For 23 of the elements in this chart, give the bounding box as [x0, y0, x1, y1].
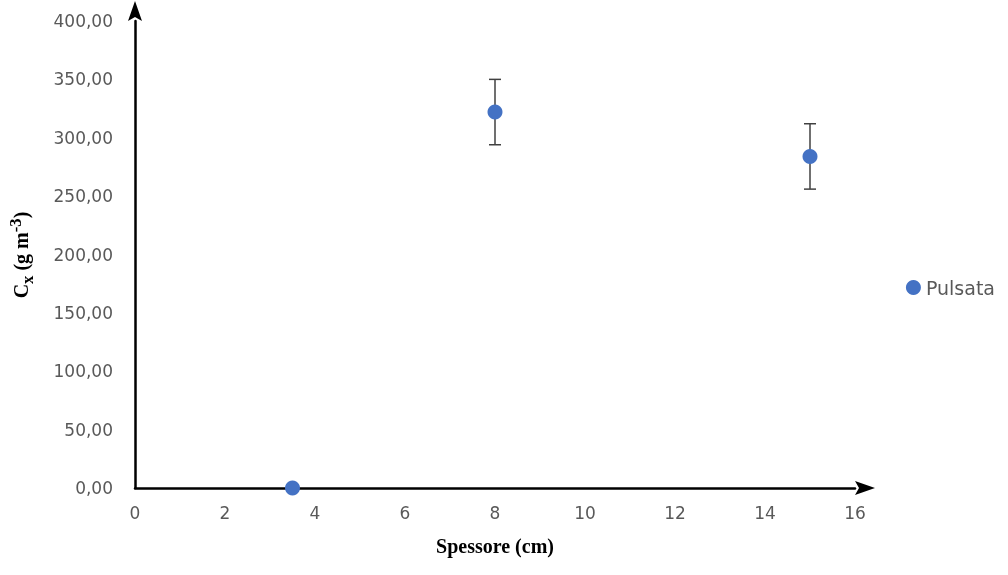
point — [285, 480, 300, 496]
x-axis-title: Spessore (cm) — [436, 535, 554, 558]
x-tick-label: 2 — [219, 502, 231, 523]
y-tick-label: 250,00 — [53, 186, 113, 207]
x-tick-label: 16 — [844, 502, 866, 523]
x-tick-label: 12 — [664, 502, 686, 523]
x-tick-label: 4 — [309, 502, 321, 523]
y-tick-label: 50,00 — [64, 419, 113, 440]
y-tick-label: 0,00 — [75, 478, 113, 498]
y-tick-label: 200,00 — [53, 244, 113, 265]
x-tick-label: 14 — [754, 502, 776, 523]
y-tick-label: 100,00 — [53, 361, 113, 382]
legend-label: Pulsata — [925, 276, 996, 299]
x-tick-label: 0 — [129, 502, 141, 523]
x-tick-label: 8 — [489, 502, 501, 523]
x-tick-label: 6 — [399, 502, 411, 523]
y-tick-label: 150,00 — [53, 302, 113, 323]
x-tick-label: 10 — [574, 502, 596, 523]
point — [487, 104, 503, 120]
point — [802, 148, 818, 164]
y-tick-label: 300,00 — [53, 127, 113, 148]
y-tick-label: 350,00 — [53, 69, 113, 90]
y-tick-label: 400,00 — [53, 11, 113, 31]
